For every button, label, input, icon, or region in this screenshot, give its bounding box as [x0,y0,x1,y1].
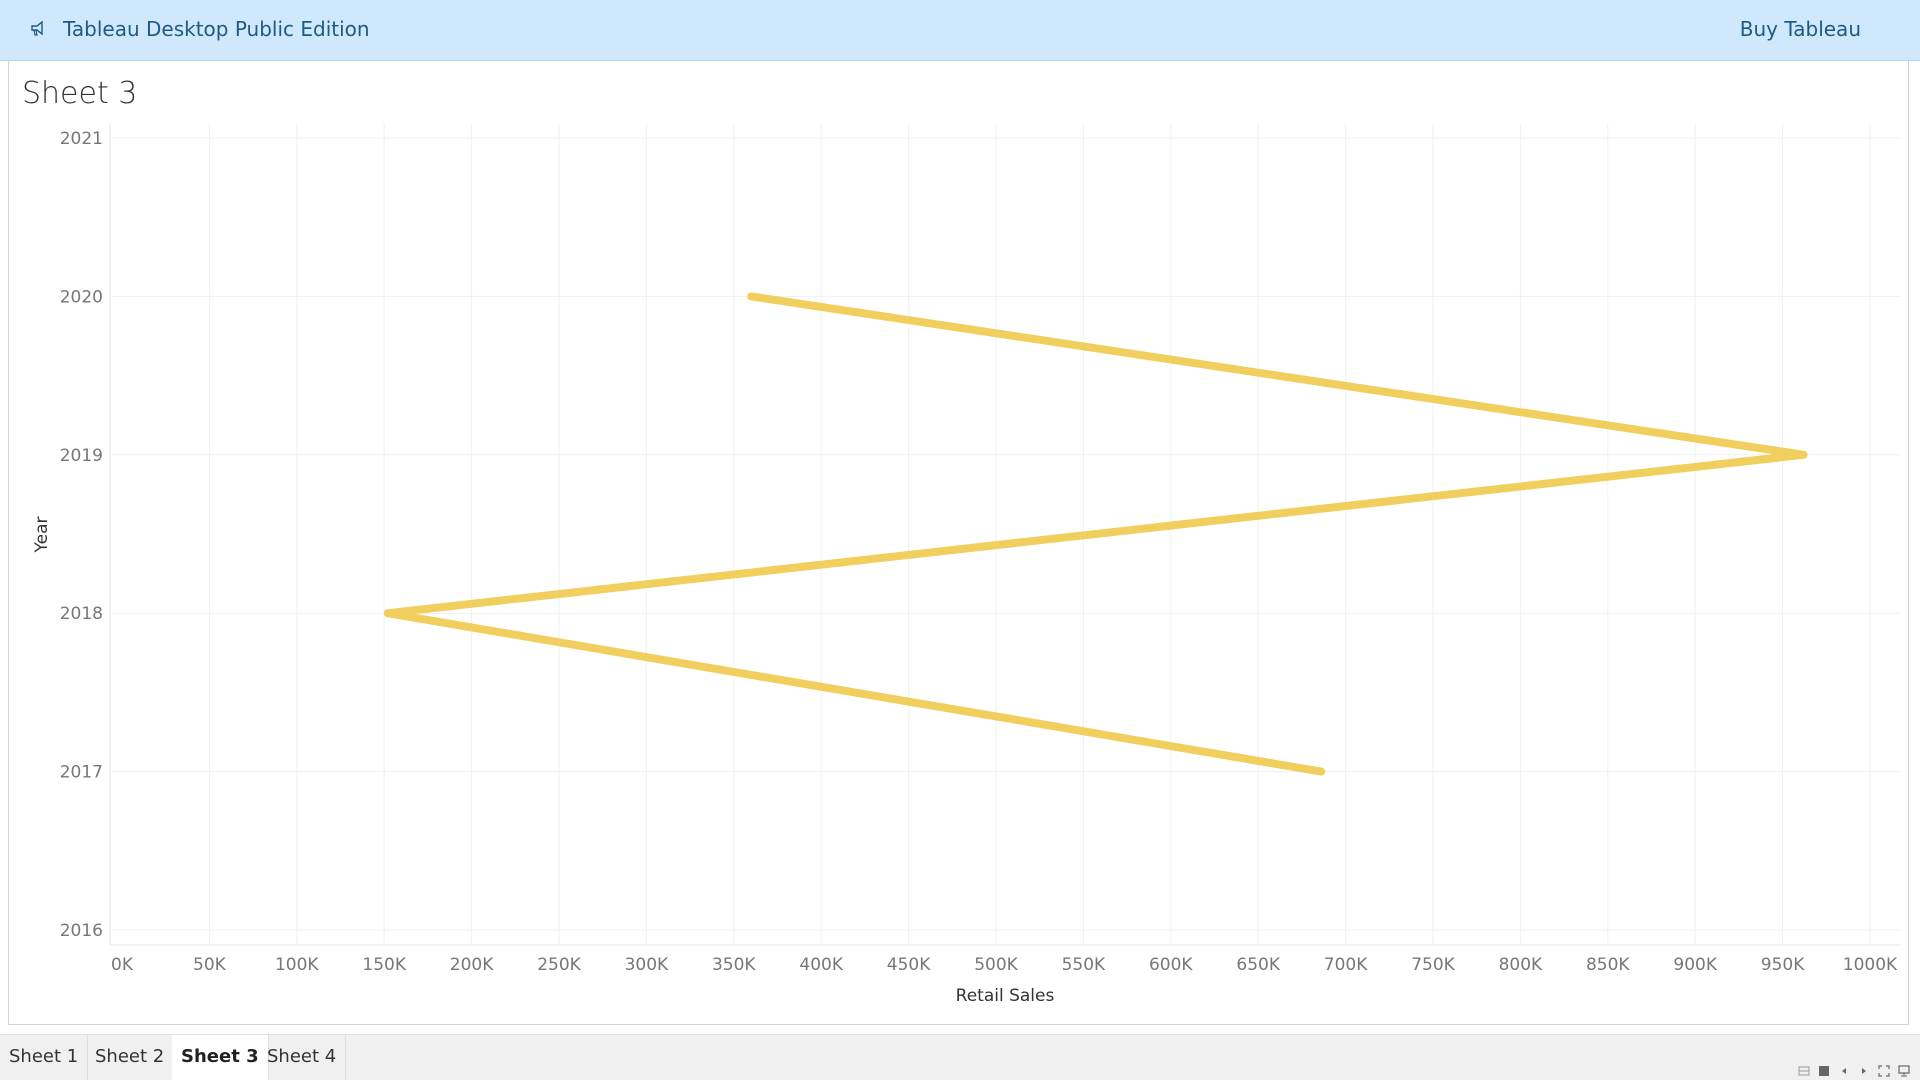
series-layer [383,292,1808,776]
tab-sheet-1[interactable]: Sheet 1 [0,1035,89,1080]
fit-width-icon[interactable] [1878,1062,1890,1077]
y-tick-label: 2020 [60,287,103,307]
x-tick-label: 950K [1761,955,1805,975]
data-point[interactable] [1799,450,1808,459]
y-tick-label: 2021 [60,129,103,149]
sheet-tab-bar: Sheet 1 Sheet 2 Sheet 3 Sheet 4 [0,1034,1920,1080]
x-tick-label: 850K [1586,955,1630,975]
x-tick-label: 800K [1499,955,1543,975]
y-tick-label: 2017 [60,763,103,783]
series-line[interactable] [387,292,1805,776]
data-point[interactable] [747,292,756,301]
sheet-nav-controls [1798,1061,1910,1077]
presentation-mode-icon[interactable] [1898,1062,1910,1077]
x-tick-label: 750K [1411,955,1455,975]
x-tick-label: 700K [1324,955,1368,975]
show-filmstrip-icon[interactable] [1798,1062,1810,1076]
y-tick-label: 2019 [60,446,103,466]
x-tick-label: 0K [111,955,134,975]
x-tick-label: 100K [275,955,319,975]
megaphone-icon [28,18,48,40]
tab-sheet-2[interactable]: Sheet 2 [86,1035,175,1080]
tab-sheet-3[interactable]: Sheet 3 [172,1035,269,1080]
x-tick-label: 650K [1236,955,1280,975]
x-tick-label: 250K [537,955,581,975]
y-tick-label: 2016 [60,921,103,941]
y-tick-label: 2018 [60,604,103,624]
x-tick-label: 400K [799,955,843,975]
previous-sheet-icon[interactable] [1838,1062,1850,1074]
buy-tableau-link[interactable]: Buy Tableau [1739,17,1861,41]
x-tick-label: 600K [1149,955,1193,975]
data-point[interactable] [383,609,392,618]
y-axis-title: Year [32,516,52,553]
x-tick-label: 350K [712,955,756,975]
y-axis-ticks: 2016 2017 2018 2019 2020 2021 [60,129,103,941]
x-axis-ticks: 0K 50K 100K 150K 200K 250K 300K 350K 400K 450K 500… [111,955,1898,975]
data-point[interactable] [1317,767,1326,776]
x-tick-label: 550K [1062,955,1106,975]
vertical-gridlines [109,124,1871,945]
x-tick-label: 900K [1673,955,1717,975]
x-axis-title: Retail Sales [956,986,1055,1006]
tab-sheet-4[interactable]: Sheet 4 [258,1035,347,1080]
x-tick-label: 1000K [1843,955,1898,975]
sheet-title: Sheet 3 [22,76,138,111]
sheet-frame [8,61,1909,1025]
x-tick-label: 200K [450,955,494,975]
x-tick-label: 50K [193,955,227,975]
line-chart[interactable]: 0K 50K 100K 150K 200K 250K 300K 350K 400K 450K 500… [0,0,1920,1030]
x-tick-label: 150K [362,955,406,975]
x-tick-label: 300K [625,955,669,975]
x-tick-label: 450K [887,955,931,975]
app-title: Tableau Desktop Public Edition [63,17,370,41]
next-sheet-icon[interactable] [1858,1062,1870,1074]
show-tabs-icon[interactable] [1818,1062,1830,1076]
x-tick-label: 500K [974,955,1018,975]
top-banner: Tableau Desktop Public Edition Buy Table… [0,0,1920,61]
horizontal-gridlines [110,137,1900,946]
